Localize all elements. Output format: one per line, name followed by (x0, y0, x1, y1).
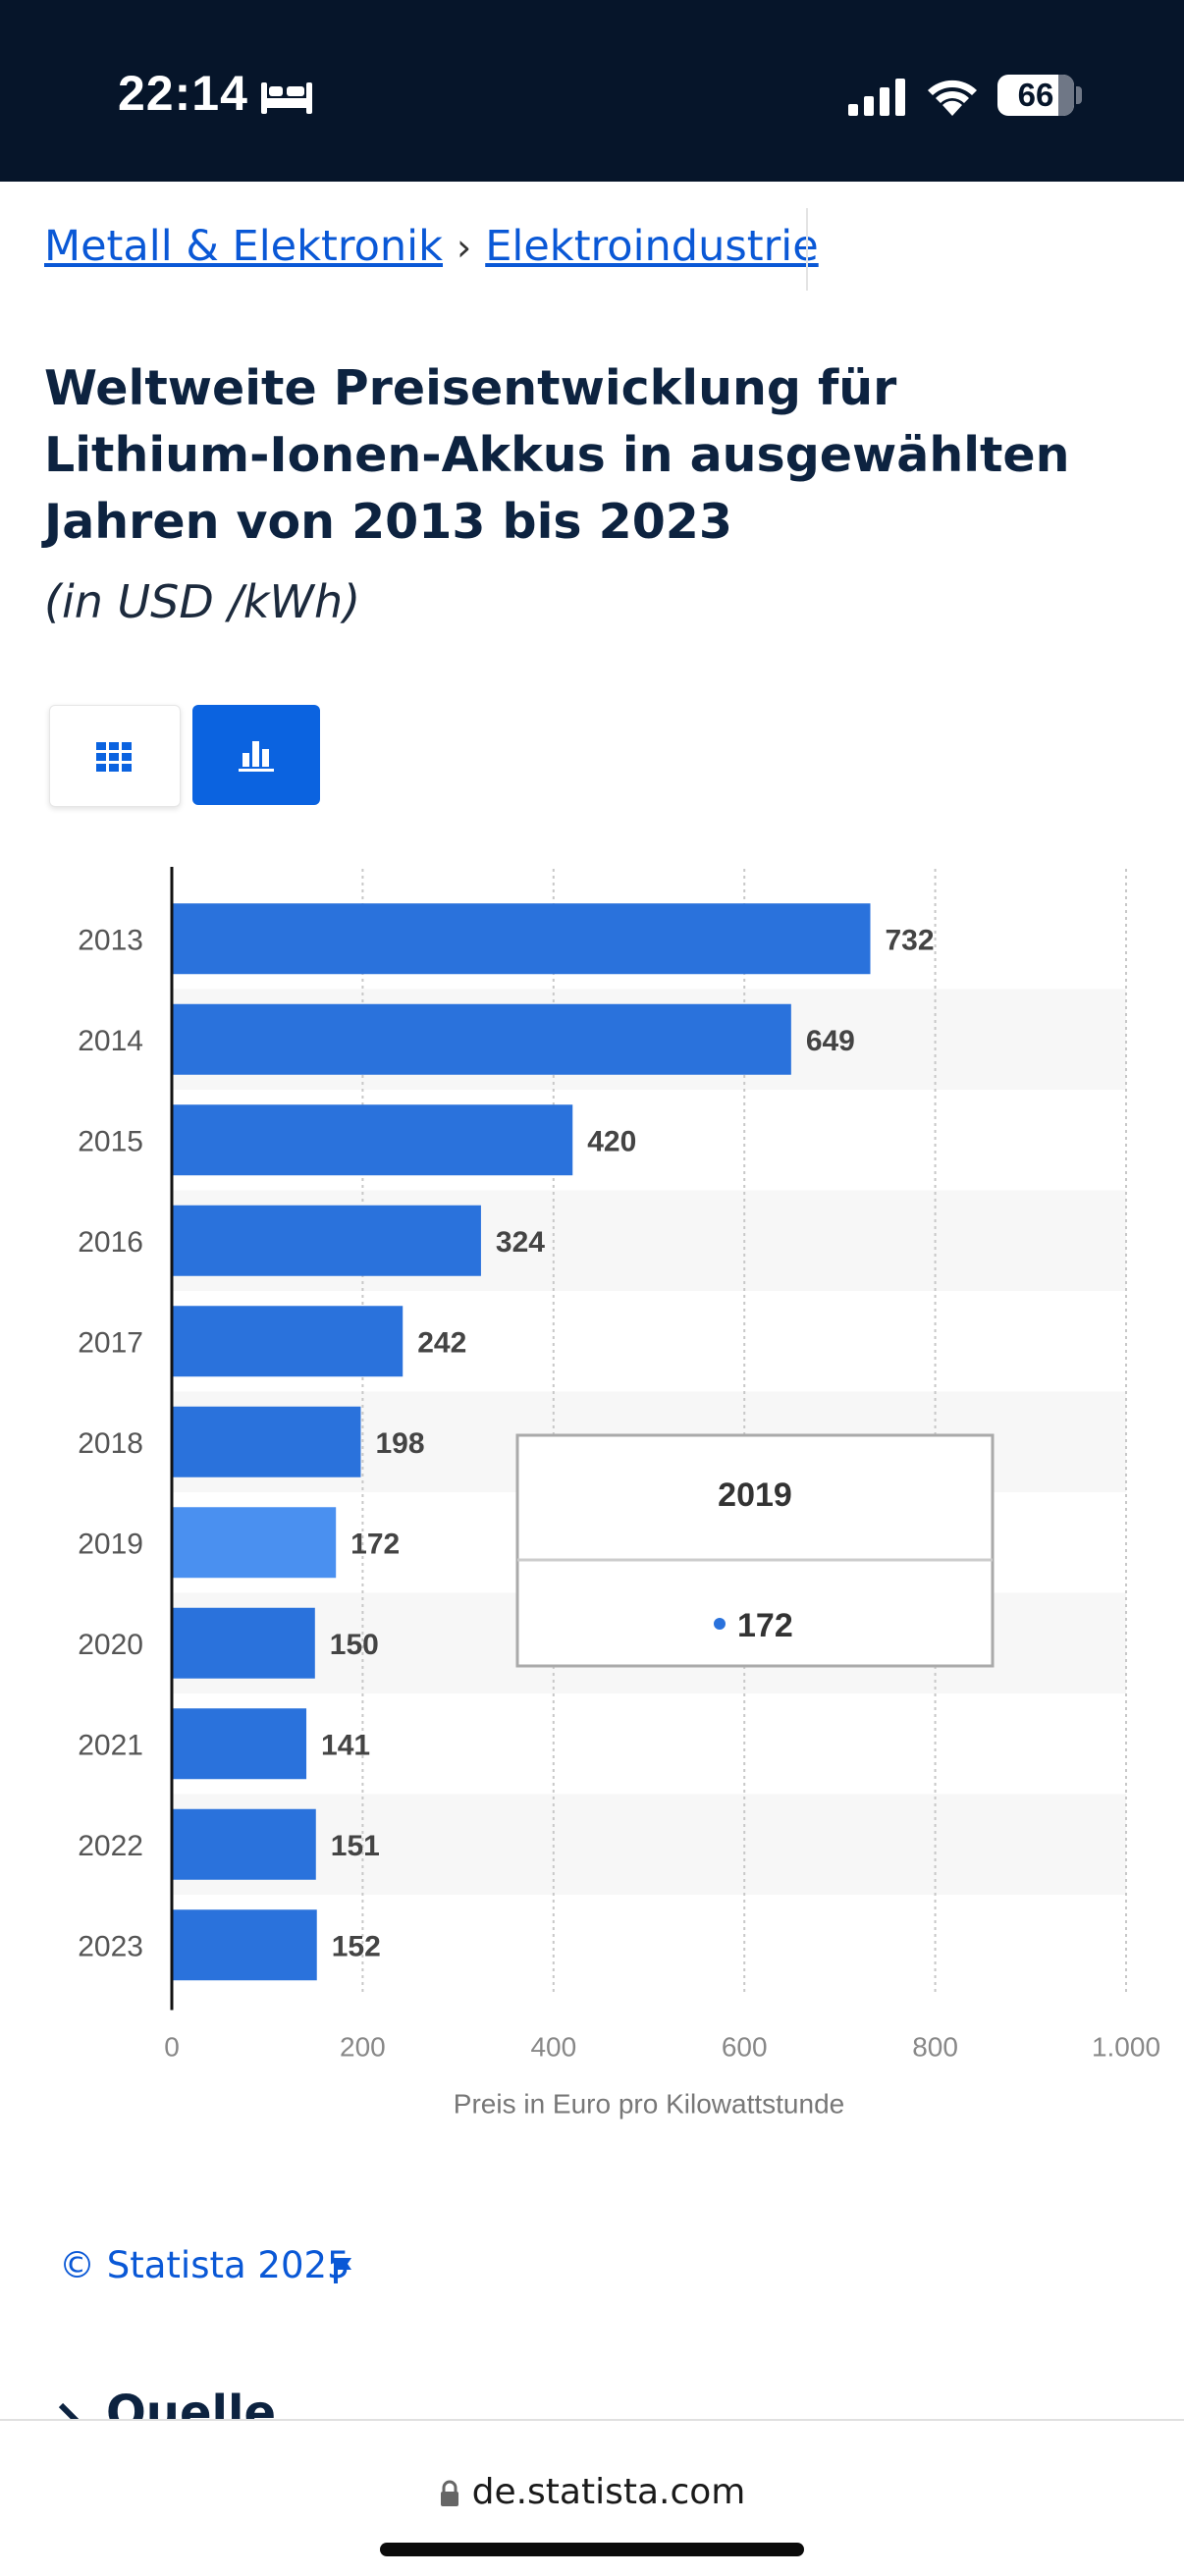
status-time: 22:14 (118, 66, 248, 121)
bar-2016[interactable] (172, 1205, 481, 1276)
bar-chart: 2013 2014 2015 2016 2017 2018 2019 2020 2021 2022… (78, 867, 1160, 2120)
x-tick-label: 200 (340, 2032, 386, 2063)
copyright-link[interactable]: © Statista 2025 (59, 2244, 350, 2286)
category-label: 2018 (78, 1427, 143, 1460)
category-label: 2022 (78, 1830, 143, 1862)
x-tick-label: 800 (912, 2032, 958, 2063)
bar-2019[interactable] (172, 1507, 337, 1579)
value-label: 198 (375, 1427, 424, 1460)
tooltip-label: 2019 (718, 1476, 792, 1514)
bar-2022[interactable] (172, 1808, 316, 1880)
bar-2018[interactable] (172, 1406, 361, 1477)
table-view-button[interactable] (49, 705, 181, 807)
value-label: 150 (330, 1629, 379, 1661)
category-label: 2021 (78, 1729, 143, 1761)
row-stripe (172, 1794, 1126, 1895)
breadcrumb-link-metall-elektronik[interactable]: Metall & Elektronik (44, 222, 444, 271)
breadcrumb-separator: › (457, 226, 472, 269)
tooltip-value: 172 (737, 1607, 793, 1644)
bed-icon (261, 82, 312, 114)
status-bar: 22:14 66 (0, 0, 1184, 182)
x-tick-label: 1.000 (1092, 2032, 1160, 2063)
value-label: 324 (496, 1226, 545, 1259)
url-text: de.statista.com (471, 2472, 746, 2512)
value-label: 141 (321, 1729, 370, 1761)
bar-2017[interactable] (172, 1306, 404, 1377)
category-label: 2020 (78, 1629, 143, 1661)
bar-2023[interactable] (172, 1909, 317, 1981)
category-label: 2015 (78, 1125, 143, 1157)
category-label: 2017 (78, 1326, 143, 1359)
bar-2015[interactable] (172, 1104, 573, 1176)
category-label: 2013 (78, 924, 143, 956)
category-label: 2019 (78, 1528, 143, 1560)
value-label: 420 (587, 1125, 636, 1157)
breadcrumb: Metall & Elektronik › Elektroindustrie (44, 222, 819, 271)
x-axis-label: Preis in Euro pro Kilowattstunde (454, 2089, 844, 2120)
x-tick-label: 400 (530, 2032, 576, 2063)
battery-indicator: 66 (997, 75, 1074, 116)
category-label: 2023 (78, 1930, 143, 1962)
tooltip-series-dot (714, 1618, 726, 1630)
value-label: 732 (886, 924, 935, 956)
value-label: 152 (332, 1930, 381, 1962)
flag-icon[interactable] (332, 2256, 353, 2283)
value-label: 649 (806, 1025, 855, 1057)
lock-icon (440, 2480, 458, 2506)
page-subtitle: (in USD /kWh) (44, 575, 361, 628)
category-label: 2014 (78, 1025, 143, 1057)
x-tick-label: 600 (722, 2032, 768, 2063)
home-indicator (380, 2543, 804, 2556)
bar-2014[interactable] (172, 1003, 791, 1075)
browser-address-bar[interactable]: de.statista.com (0, 2419, 1184, 2576)
breadcrumb-link-elektroindustrie[interactable]: Elektroindustrie (485, 222, 819, 271)
bar-2020[interactable] (172, 1607, 315, 1679)
category-label: 2016 (78, 1226, 143, 1259)
x-tick-label: 0 (164, 2032, 180, 2063)
breadcrumb-divider (806, 208, 808, 291)
url-display[interactable]: de.statista.com (0, 2472, 1184, 2512)
chart-tooltip: 2019 172 (515, 1433, 995, 1668)
value-label: 242 (417, 1326, 466, 1359)
page-title: Weltweite Preisentwicklung für Lithium-I… (44, 360, 1070, 550)
cellular-signal-icon (848, 79, 905, 116)
wifi-icon (928, 80, 977, 116)
value-label: 151 (331, 1830, 380, 1862)
chart-view-button[interactable] (192, 705, 320, 805)
battery-tip (1076, 86, 1082, 104)
value-label: 172 (350, 1528, 400, 1560)
bar-2021[interactable] (172, 1708, 307, 1780)
bar-chart-icon (239, 741, 274, 772)
bar-2013[interactable] (172, 903, 871, 975)
grid-icon (96, 742, 132, 772)
